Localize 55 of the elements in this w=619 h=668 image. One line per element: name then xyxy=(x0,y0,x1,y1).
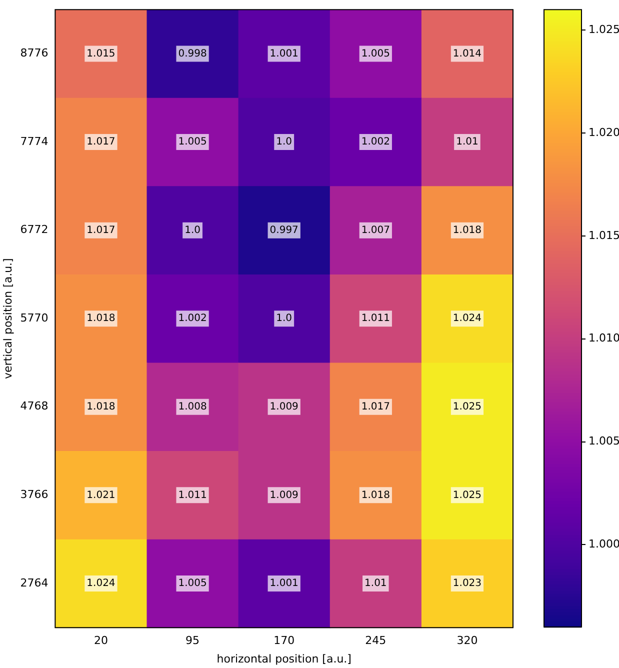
data-label: 1.002 xyxy=(361,136,390,148)
data-label: 1.009 xyxy=(270,401,298,412)
data-label: 1.011 xyxy=(361,313,390,324)
x-tick-label: 95 xyxy=(186,634,200,648)
x-tick-label: 245 xyxy=(365,634,386,648)
x-tick-label: 20 xyxy=(94,634,108,648)
x-axis-title: horizontal position [a.u.] xyxy=(216,652,352,666)
data-label: 1.015 xyxy=(86,48,116,60)
color-bar-label: 1.010 xyxy=(588,332,619,345)
y-tick-label: 6772 xyxy=(20,223,48,236)
data-label: 1.0 xyxy=(184,224,200,236)
data-label: 1.0 xyxy=(276,313,292,324)
y-tick-label: 7774 xyxy=(20,134,48,148)
color-bar-label: 1.000 xyxy=(588,538,619,551)
color-bar-label: 1.015 xyxy=(588,228,619,242)
data-label: 1.01 xyxy=(364,578,387,590)
data-label: 1.023 xyxy=(452,578,482,590)
x-tick-label: 320 xyxy=(456,634,478,648)
data-label: 1.025 xyxy=(452,401,482,412)
data-label: 1.018 xyxy=(452,224,482,236)
data-label: 1.001 xyxy=(270,578,298,590)
data-label: 1.005 xyxy=(178,136,207,148)
data-label: 0.997 xyxy=(270,224,298,236)
data-label: 1.025 xyxy=(452,490,482,501)
data-label: 1.017 xyxy=(361,401,390,412)
y-tick-label: 3766 xyxy=(20,488,48,502)
y-tick-label: 5770 xyxy=(20,311,48,324)
data-label: 1.002 xyxy=(178,313,207,324)
data-label: 1.011 xyxy=(178,490,207,501)
color-bar-label: 1.005 xyxy=(588,434,619,448)
data-label: 1.018 xyxy=(86,401,116,412)
color-bar-label: 1.025 xyxy=(588,23,619,36)
y-tick-label: 8776 xyxy=(20,46,48,60)
data-label: 1.008 xyxy=(178,401,207,412)
data-label: 1.018 xyxy=(361,490,390,501)
y-tick-label: 2764 xyxy=(20,576,48,590)
data-label: 1.024 xyxy=(86,578,116,590)
y-axis-title: vertical position [a.u.] xyxy=(1,258,14,380)
data-label: 0.998 xyxy=(178,48,207,60)
data-label: 1.009 xyxy=(270,490,298,501)
color-bar-label: 1.020 xyxy=(588,126,619,139)
data-label: 1.005 xyxy=(178,578,207,590)
y-tick-label: 4768 xyxy=(20,400,48,413)
x-tick-label: 170 xyxy=(274,634,295,648)
data-label: 1.001 xyxy=(270,48,298,60)
data-label: 1.007 xyxy=(361,224,390,236)
data-label: 1.018 xyxy=(86,313,116,324)
data-label: 1.014 xyxy=(452,48,482,60)
data-label: 1.017 xyxy=(86,136,116,148)
data-label: 1.01 xyxy=(456,136,478,148)
data-label: 1.0 xyxy=(276,136,292,148)
data-label: 1.021 xyxy=(86,490,116,501)
data-label: 1.024 xyxy=(452,313,482,324)
data-label: 1.005 xyxy=(361,48,390,60)
data-label: 1.017 xyxy=(86,224,116,236)
